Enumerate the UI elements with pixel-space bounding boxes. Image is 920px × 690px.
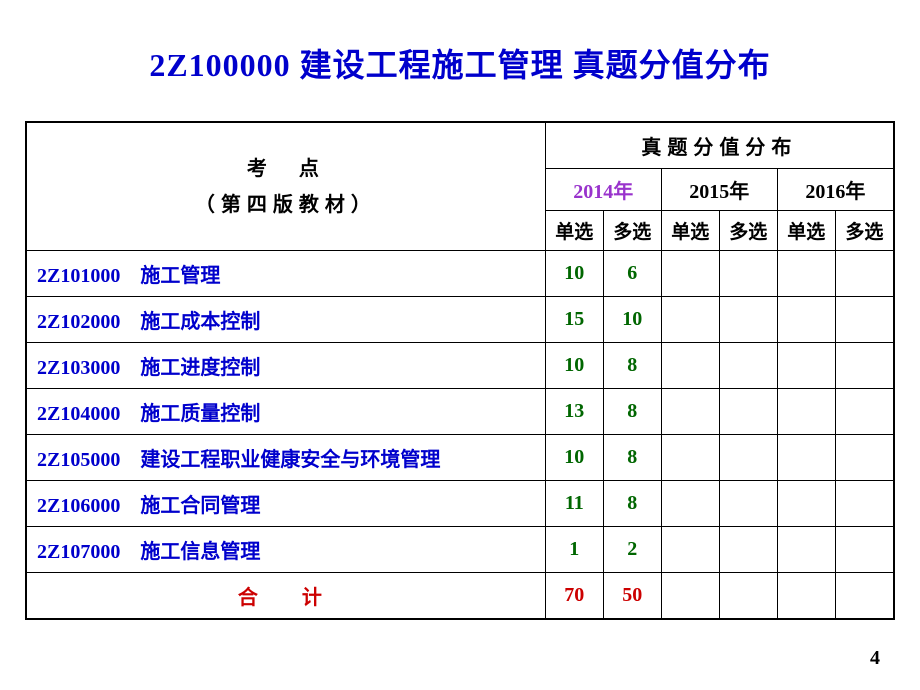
value-cell: 13 <box>545 389 603 435</box>
topic-cell: 2Z104000 施工质量控制 <box>26 389 545 435</box>
empty-cell <box>777 481 835 527</box>
table-container: 考 点 （第四版教材） 真题分值分布 2014年 2015年 2016年 单选 … <box>0 121 920 620</box>
value-cell: 8 <box>603 435 661 481</box>
empty-cell <box>835 297 894 343</box>
value-cell: 11 <box>545 481 603 527</box>
empty-cell <box>719 527 777 573</box>
table-row: 2Z102000 施工成本控制 15 10 <box>26 297 894 343</box>
sub-2016-single: 单选 <box>777 211 835 251</box>
table-row: 2Z101000 施工管理 10 6 <box>26 251 894 297</box>
year-2015: 2015年 <box>661 169 777 211</box>
year-2014: 2014年 <box>545 169 661 211</box>
empty-cell <box>777 527 835 573</box>
sub-2014-single: 单选 <box>545 211 603 251</box>
topic-cell: 2Z107000 施工信息管理 <box>26 527 545 573</box>
empty-cell <box>835 389 894 435</box>
value-cell: 10 <box>545 343 603 389</box>
empty-cell <box>661 527 719 573</box>
empty-cell <box>835 527 894 573</box>
empty-cell <box>719 343 777 389</box>
value-cell: 10 <box>603 297 661 343</box>
score-table: 考 点 （第四版教材） 真题分值分布 2014年 2015年 2016年 单选 … <box>25 121 895 620</box>
year-2016: 2016年 <box>777 169 894 211</box>
empty-cell <box>719 481 777 527</box>
empty-cell <box>719 297 777 343</box>
empty-cell <box>777 573 835 620</box>
empty-cell <box>719 435 777 481</box>
empty-cell <box>777 343 835 389</box>
total-value: 50 <box>603 573 661 620</box>
value-cell: 10 <box>545 251 603 297</box>
empty-cell <box>835 573 894 620</box>
total-value: 70 <box>545 573 603 620</box>
empty-cell <box>835 435 894 481</box>
empty-cell <box>719 251 777 297</box>
empty-cell <box>719 573 777 620</box>
empty-cell <box>777 297 835 343</box>
empty-cell <box>777 389 835 435</box>
topic-cell: 2Z102000 施工成本控制 <box>26 297 545 343</box>
empty-cell <box>719 389 777 435</box>
empty-cell <box>661 389 719 435</box>
header-distribution: 真题分值分布 <box>545 122 894 169</box>
table-row: 2Z103000 施工进度控制 10 8 <box>26 343 894 389</box>
value-cell: 8 <box>603 389 661 435</box>
empty-cell <box>835 251 894 297</box>
total-row: 合 计 70 50 <box>26 573 894 620</box>
topic-cell: 2Z106000 施工合同管理 <box>26 481 545 527</box>
page-title: 2Z100000 建设工程施工管理 真题分值分布 <box>0 0 920 121</box>
sub-2016-multi: 多选 <box>835 211 894 251</box>
empty-cell <box>661 297 719 343</box>
empty-cell <box>777 435 835 481</box>
value-cell: 1 <box>545 527 603 573</box>
sub-2015-single: 单选 <box>661 211 719 251</box>
table-row: 2Z107000 施工信息管理 1 2 <box>26 527 894 573</box>
empty-cell <box>661 251 719 297</box>
empty-cell <box>661 481 719 527</box>
total-label: 合 计 <box>26 573 545 620</box>
value-cell: 8 <box>603 343 661 389</box>
page-number: 4 <box>870 647 880 670</box>
header-topic: 考 点 （第四版教材） <box>26 122 545 251</box>
empty-cell <box>661 343 719 389</box>
empty-cell <box>835 481 894 527</box>
header-row-1: 考 点 （第四版教材） 真题分值分布 <box>26 122 894 169</box>
table-row: 2Z105000 建设工程职业健康安全与环境管理 10 8 <box>26 435 894 481</box>
empty-cell <box>661 435 719 481</box>
value-cell: 8 <box>603 481 661 527</box>
table-row: 2Z104000 施工质量控制 13 8 <box>26 389 894 435</box>
header-topic-line2: （第四版教材） <box>195 194 377 216</box>
value-cell: 10 <box>545 435 603 481</box>
table-row: 2Z106000 施工合同管理 11 8 <box>26 481 894 527</box>
topic-cell: 2Z103000 施工进度控制 <box>26 343 545 389</box>
sub-2015-multi: 多选 <box>719 211 777 251</box>
header-topic-line1: 考 点 <box>247 158 325 180</box>
value-cell: 15 <box>545 297 603 343</box>
topic-cell: 2Z105000 建设工程职业健康安全与环境管理 <box>26 435 545 481</box>
empty-cell <box>661 573 719 620</box>
sub-2014-multi: 多选 <box>603 211 661 251</box>
value-cell: 2 <box>603 527 661 573</box>
topic-cell: 2Z101000 施工管理 <box>26 251 545 297</box>
empty-cell <box>835 343 894 389</box>
value-cell: 6 <box>603 251 661 297</box>
empty-cell <box>777 251 835 297</box>
